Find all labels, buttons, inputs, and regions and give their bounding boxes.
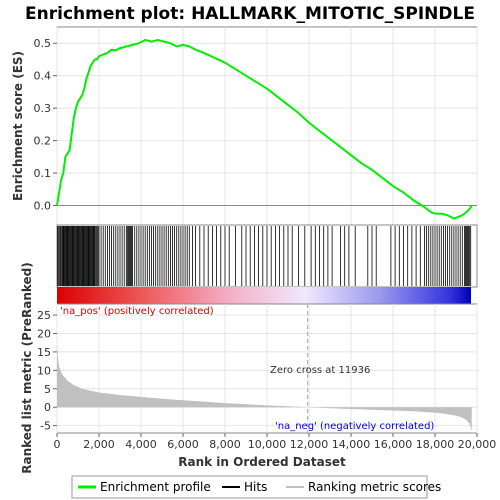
neg-correlated-label: 'na_neg' (negatively correlated) xyxy=(275,421,434,432)
rank-y-tick-label: 25 xyxy=(37,309,51,322)
es-y-tick-label: 0.5 xyxy=(34,37,52,50)
x-tick-label: 20,000 xyxy=(458,438,497,451)
rank-y-axis-label: Ranked list metric (PreRanked) xyxy=(20,262,34,474)
zero-cross-label: Zero cross at 11936 xyxy=(270,365,370,376)
rank-color-bar xyxy=(57,287,471,304)
enrichment-profile-line xyxy=(56,38,473,220)
rank-y-ticks: -5 0 5 10 15 20 25 xyxy=(37,309,57,433)
ranking-metric-area xyxy=(57,344,472,432)
pos-correlated-label: 'na_pos' (positively correlated) xyxy=(60,306,214,317)
legend: Enrichment profile Hits Ranking metric s… xyxy=(71,475,441,499)
rank-y-tick-label: -5 xyxy=(40,420,51,433)
x-tick-label: 18,000 xyxy=(416,438,455,451)
x-tick-label: 4,000 xyxy=(125,438,157,451)
x-tick-label: 10,000 xyxy=(248,438,287,451)
hits-panel xyxy=(56,224,478,288)
legend-frame xyxy=(71,475,428,499)
x-tick-label: 16,000 xyxy=(374,438,413,451)
x-tick-label: 12,000 xyxy=(290,438,329,451)
rank-y-tick-label: 5 xyxy=(44,383,51,396)
es-y-axis-label: Enrichment score (ES) xyxy=(11,51,25,201)
rank-y-tick-label: 10 xyxy=(37,364,51,377)
x-tick-label: 6,000 xyxy=(167,438,199,451)
x-tick-label: 14,000 xyxy=(332,438,371,451)
es-y-tick-label: 0.0 xyxy=(34,200,52,213)
x-tick-label: 2,000 xyxy=(83,438,115,451)
es-panel: 0.0 0.1 0.2 0.3 0.4 0.5 Enrichment score (ES) xyxy=(11,26,478,226)
legend-label-enrichment: Enrichment profile xyxy=(100,480,211,494)
legend-label-ranking: Ranking metric scores xyxy=(308,480,441,494)
es-gridlines xyxy=(56,27,478,225)
x-tick-label: 8,000 xyxy=(209,438,241,451)
es-y-tick-label: 0.4 xyxy=(34,70,52,83)
es-y-tick-label: 0.1 xyxy=(34,167,52,180)
rank-y-tick-label: 15 xyxy=(37,346,51,359)
es-y-tick-label: 0.3 xyxy=(34,102,52,115)
x-axis-label: Rank in Ordered Dataset xyxy=(178,455,346,469)
x-ticks: 0 2,000 4,000 6,000 8,000 10,000 12,000 14,000 1… xyxy=(54,433,497,451)
es-y-ticks: 0.0 0.1 0.2 0.3 0.4 0.5 xyxy=(34,37,57,213)
chart-title: Enrichment plot: HALLMARK_MITOTIC_SPINDL… xyxy=(25,4,475,24)
es-y-tick-label: 0.2 xyxy=(34,135,52,148)
rank-y-tick-label: 0 xyxy=(44,401,51,414)
legend-label-hits: Hits xyxy=(244,480,267,494)
x-tick-label: 0 xyxy=(54,438,61,451)
rank-y-tick-label: 20 xyxy=(37,327,51,340)
hit-marks xyxy=(57,226,472,286)
